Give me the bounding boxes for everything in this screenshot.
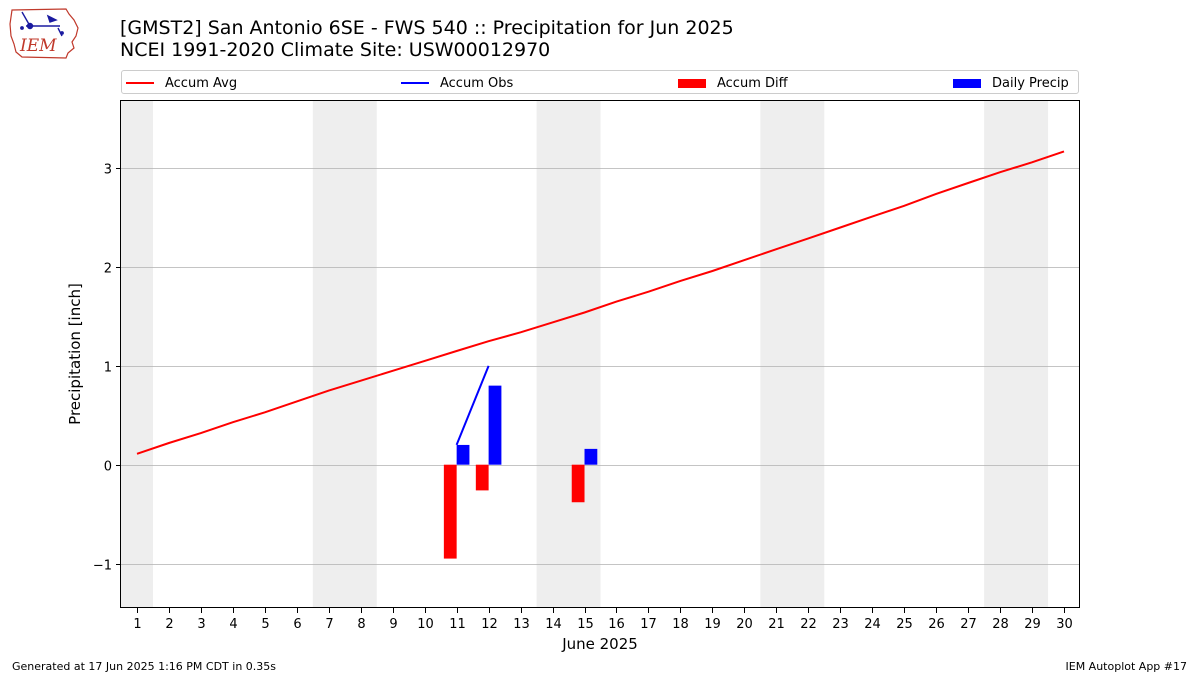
x-tick-label-15: 16 (608, 617, 625, 632)
y-tick-label-3: 2 (104, 262, 112, 277)
y-gridlines (121, 168, 1080, 565)
iem-logo: IEM (9, 8, 79, 59)
x-tick-label-27: 28 (992, 617, 1009, 632)
accum-obs-line (455, 365, 490, 446)
y-tick-label-4: 3 (104, 163, 112, 178)
x-tick-label-16: 17 (640, 617, 657, 632)
weekend-span-2 (536, 101, 601, 608)
legend-swatch-accum-obs (401, 82, 429, 84)
x-axis-label: June 2025 (561, 635, 638, 653)
x-tick-label-0: 1 (133, 617, 141, 632)
bars (443, 385, 598, 559)
accum-diff-bar-11 (443, 464, 457, 559)
daily-precip-bar-11 (456, 444, 470, 465)
chart-title: [GMST2] San Antonio 6SE - FWS 540 :: Pre… (120, 17, 734, 61)
legend-swatch-accum-avg (126, 82, 154, 84)
x-tick-label-25: 26 (928, 617, 945, 632)
x-tick-label-23: 24 (864, 617, 881, 632)
x-tick-label-1: 2 (165, 617, 173, 632)
legend-item-accum-diff: Accum Diff (678, 74, 788, 92)
title-line-2: NCEI 1991-2020 Climate Site: USW00012970 (120, 39, 551, 61)
legend-item-accum-avg: Accum Avg (126, 74, 237, 92)
x-tick-label-28: 29 (1024, 617, 1041, 632)
legend-item-accum-obs: Accum Obs (401, 74, 513, 92)
x-tick-label-7: 8 (357, 617, 365, 632)
legend-swatch-accum-diff (678, 78, 706, 88)
x-tick-label-18: 19 (704, 617, 721, 632)
accum-avg-line (136, 150, 1065, 455)
x-tick-label-9: 10 (417, 617, 434, 632)
footer-app-id: IEM Autoplot App #17 (1065, 660, 1188, 673)
x-tick-label-11: 12 (481, 617, 498, 632)
weekend-span-1 (312, 101, 377, 608)
x-tick-label-3: 4 (229, 617, 237, 632)
x-tick-label-14: 15 (577, 617, 594, 632)
accum-diff-bar-12 (475, 464, 489, 491)
x-tick-label-24: 25 (896, 617, 913, 632)
y-axis-ticks: −1 0 1 2 3 (93, 163, 121, 574)
x-tick-label-5: 6 (293, 617, 301, 632)
legend-label-accum-obs: Accum Obs (440, 75, 514, 91)
x-tick-label-13: 14 (545, 617, 562, 632)
footer-generated: Generated at 17 Jun 2025 1:16 PM CDT in … (12, 660, 277, 673)
x-axis-ticks: 1 2 3 4 5 6 7 8 9 10 11 12 13 14 15 16 17 18 19 20 21 22 23 24 2… (133, 608, 1073, 632)
x-tick-label-2: 3 (197, 617, 205, 632)
weather-station-icon (20, 11, 64, 37)
x-tick-label-21: 22 (800, 617, 817, 632)
plot-frame (120, 100, 1080, 608)
x-tick-label-19: 20 (736, 617, 753, 632)
x-tick-label-20: 21 (768, 617, 785, 632)
x-tick-label-29: 30 (1056, 617, 1073, 632)
legend-label-accum-diff: Accum Diff (717, 75, 788, 91)
logo-text: IEM (19, 36, 57, 56)
y-axis-label: Precipitation [inch] (66, 283, 84, 425)
legend-label-daily-precip: Daily Precip (992, 75, 1069, 91)
series-lines (136, 150, 1065, 455)
y-tick-label-1: 0 (104, 460, 112, 475)
legend-swatch-daily-precip (953, 78, 981, 88)
weekend-span-4 (984, 101, 1049, 608)
weekend-shading (121, 101, 1049, 608)
x-tick-label-12: 13 (513, 617, 530, 632)
title-line-1: [GMST2] San Antonio 6SE - FWS 540 :: Pre… (120, 17, 734, 39)
x-tick-label-22: 23 (832, 617, 849, 632)
x-tick-label-10: 11 (449, 617, 466, 632)
x-tick-label-6: 7 (325, 617, 333, 632)
x-tick-label-17: 18 (672, 617, 689, 632)
daily-precip-bar-12 (488, 385, 502, 465)
accum-diff-bar-15 (571, 464, 585, 503)
weekend-span-0 (121, 101, 153, 608)
legend-label-accum-avg: Accum Avg (165, 75, 238, 91)
daily-precip-bar-15 (584, 448, 598, 465)
y-tick-label-2: 1 (104, 361, 112, 376)
x-tick-label-4: 5 (261, 617, 269, 632)
x-tick-label-8: 9 (389, 617, 397, 632)
weekend-span-3 (760, 101, 825, 608)
y-tick-label-0: −1 (93, 559, 112, 574)
x-tick-label-26: 27 (960, 617, 977, 632)
legend-item-daily-precip: Daily Precip (953, 74, 1069, 92)
legend: Accum Avg Accum Obs Accum Diff Daily Pre… (121, 70, 1079, 94)
